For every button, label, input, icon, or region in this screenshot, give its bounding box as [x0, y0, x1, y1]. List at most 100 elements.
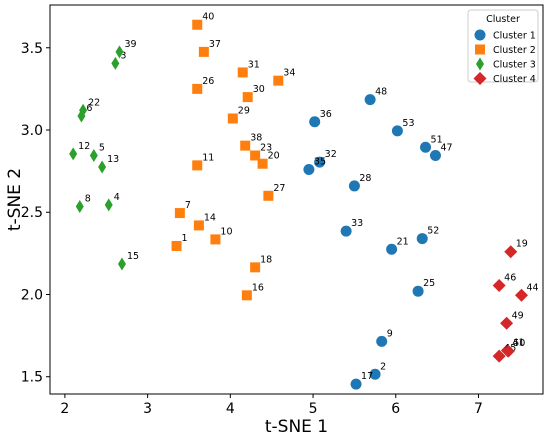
legend-box	[467, 9, 539, 83]
data-point	[98, 160, 107, 174]
point-label: 11	[202, 152, 214, 163]
point-label: 46	[504, 272, 516, 283]
point-label: 23	[260, 143, 272, 154]
data-point	[250, 262, 261, 273]
point-label: 41	[512, 337, 524, 348]
point-label: 34	[283, 68, 295, 79]
data-point	[241, 290, 252, 301]
point-label: 40	[202, 12, 214, 23]
legend-marker	[476, 57, 484, 71]
data-point	[192, 19, 203, 30]
data-point	[79, 103, 88, 117]
legend-marker	[475, 44, 485, 55]
point-label: 29	[238, 105, 250, 116]
legend-items: Cluster 1 Cluster 2 Cluster 3 Cluster 4	[473, 29, 536, 85]
data-point	[303, 163, 315, 175]
data-point	[340, 225, 352, 237]
data-point	[210, 234, 221, 245]
series-4: 19414445464950	[492, 239, 539, 363]
point-label: 51	[431, 134, 443, 145]
point-label: 35	[314, 156, 326, 167]
data-point	[89, 149, 98, 163]
point-label: 36	[320, 109, 332, 120]
data-point	[257, 158, 268, 169]
point-label: 47	[440, 143, 452, 154]
point-label: 27	[273, 183, 285, 194]
data-point	[369, 368, 381, 380]
point-label: 38	[250, 133, 262, 144]
data-point	[429, 150, 441, 162]
y-tick-label: 3.5	[21, 41, 43, 57]
point-label: 19	[516, 239, 528, 250]
data-point	[263, 190, 274, 201]
x-tick-label: 2	[60, 401, 69, 417]
data-point	[104, 198, 113, 212]
series-3: 3 4 5 6 8 12 13 15 22 39	[69, 39, 139, 271]
series-1: 2 9 17 21 25 28 32 33 35 36 47 48 51 52 53	[303, 87, 453, 390]
point-label: 17	[361, 371, 373, 382]
data-point	[192, 160, 203, 171]
point-label: 22	[88, 97, 100, 108]
data-point	[504, 245, 518, 259]
y-tick-label: 1.5	[21, 370, 43, 386]
point-label: 14	[204, 212, 216, 223]
data-point	[364, 94, 376, 106]
point-label: 26	[202, 76, 214, 87]
data-point	[250, 150, 261, 161]
legend-item: Cluster 2	[475, 44, 536, 56]
x-tick-label: 3	[143, 401, 152, 417]
point-label: 4	[114, 192, 120, 203]
point-label: 20	[268, 151, 280, 162]
point-label: 44	[526, 282, 538, 293]
legend-label: Cluster 2	[493, 45, 536, 56]
point-label: 7	[185, 200, 191, 211]
legend-label: Cluster 3	[493, 60, 536, 71]
point-label: 2	[380, 361, 386, 372]
point-label: 49	[512, 310, 524, 321]
point-label: 13	[107, 154, 119, 165]
point-label: 50	[513, 338, 525, 349]
data-point	[192, 83, 203, 94]
data-point	[500, 316, 514, 330]
point-label: 1	[182, 233, 188, 244]
legend-marker	[473, 72, 487, 85]
data-point	[111, 56, 120, 70]
legend-label: Cluster 4	[493, 74, 536, 85]
legend-item: Cluster 1	[474, 29, 536, 42]
point-label: 28	[359, 173, 371, 184]
point-label: 37	[209, 39, 221, 50]
data-point	[237, 67, 248, 78]
data-point	[350, 378, 362, 390]
data-point	[171, 240, 182, 251]
data-point	[514, 288, 528, 302]
plot-background	[50, 5, 543, 394]
point-label: 18	[260, 254, 272, 265]
point-label: 5	[99, 143, 105, 154]
data-point	[117, 257, 126, 271]
point-label: 15	[127, 251, 139, 262]
data-point	[273, 75, 284, 86]
point-label: 10	[220, 226, 232, 237]
data-point	[501, 344, 515, 358]
y-tick-label: 2.5	[21, 205, 43, 221]
data-point	[174, 208, 185, 219]
data-point	[69, 147, 78, 161]
point-label: 16	[252, 282, 264, 293]
data-point	[227, 113, 238, 124]
point-label: 3	[120, 50, 126, 61]
point-label: 53	[402, 118, 414, 129]
legend-title: Cluster	[486, 14, 520, 25]
x-axis-label: t-SNE 1	[265, 417, 328, 437]
x-tick-label: 6	[391, 401, 400, 417]
y-axis-label: t-SNE 2	[5, 168, 25, 231]
point-label: 33	[351, 218, 363, 229]
point-label: 25	[423, 278, 435, 289]
x-axis-ticks: 2 3 4 5 6 7	[60, 394, 483, 417]
data-point	[420, 141, 432, 153]
data-point	[309, 116, 321, 128]
legend-marker	[474, 29, 486, 41]
y-tick-label: 2.0	[21, 287, 43, 303]
data-point	[492, 278, 506, 292]
data-point	[386, 243, 398, 255]
